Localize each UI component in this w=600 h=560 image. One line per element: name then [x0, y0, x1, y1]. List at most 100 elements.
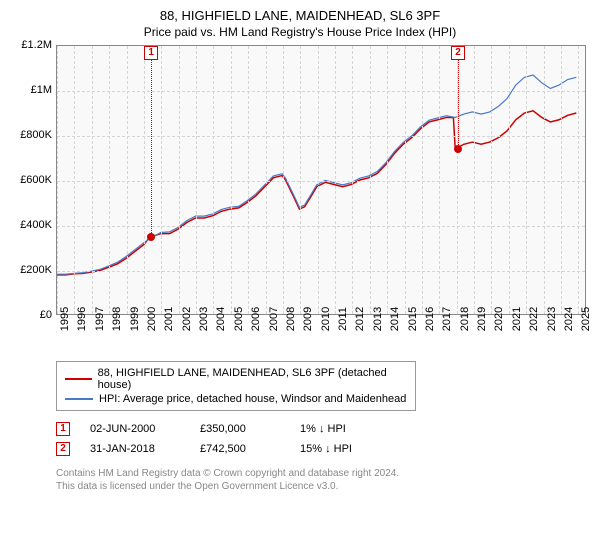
transactions-table: 1 02-JUN-2000 £350,000 1% ↓ HPI 2 31-JAN-2018…: [10, 419, 590, 459]
marker-box: 1: [144, 46, 158, 60]
y-tick-label: £600K: [20, 174, 52, 186]
x-tick-label: 2018: [459, 307, 471, 331]
gridline-v: [561, 46, 562, 314]
x-tick-label: 2025: [580, 307, 592, 331]
legend-swatch: [65, 378, 92, 380]
gridline-v: [92, 46, 93, 314]
gridline-v: [266, 46, 267, 314]
x-tick-label: 2008: [285, 307, 297, 331]
x-tick-label: 2011: [337, 307, 349, 331]
x-tick-label: 2007: [268, 307, 280, 331]
gridline-v: [544, 46, 545, 314]
x-tick-label: 2017: [441, 307, 453, 331]
legend-item: HPI: Average price, detached house, Wind…: [65, 392, 407, 406]
transaction-date: 02-JUN-2000: [90, 423, 180, 435]
transaction-pct: 15% ↓ HPI: [300, 443, 390, 455]
x-tick-label: 2010: [320, 307, 332, 331]
transaction-pct: 1% ↓ HPI: [300, 423, 390, 435]
y-tick-label: £200K: [20, 264, 52, 276]
x-tick-label: 1995: [59, 307, 71, 331]
legend-swatch: [65, 398, 93, 400]
y-tick-label: £400K: [20, 219, 52, 231]
gridline-v: [57, 46, 58, 314]
y-tick-label: £1M: [31, 84, 52, 96]
gridline-v: [318, 46, 319, 314]
gridline-h: [57, 271, 585, 272]
x-tick-label: 1999: [129, 307, 141, 331]
x-tick-label: 2012: [354, 307, 366, 331]
marker-dot: [454, 145, 462, 153]
gridline-v: [300, 46, 301, 314]
x-tick-label: 2014: [389, 307, 401, 331]
gridline-v: [179, 46, 180, 314]
gridline-v: [439, 46, 440, 314]
x-tick-label: 2009: [302, 307, 314, 331]
x-tick-label: 2021: [511, 307, 523, 331]
footnote-line: This data is licensed under the Open Gov…: [56, 480, 590, 493]
x-tick-label: 2001: [163, 307, 175, 331]
gridline-v: [509, 46, 510, 314]
marker-line: [151, 60, 152, 237]
x-tick-label: 2019: [476, 307, 488, 331]
x-tick-label: 2005: [233, 307, 245, 331]
transaction-date: 31-JAN-2018: [90, 443, 180, 455]
gridline-v: [405, 46, 406, 314]
marker-line: [458, 60, 459, 149]
x-tick-label: 2016: [424, 307, 436, 331]
x-tick-label: 2003: [198, 307, 210, 331]
gridline-v: [127, 46, 128, 314]
x-tick-label: 2020: [493, 307, 505, 331]
chart-subtitle: Price paid vs. HM Land Registry's House …: [10, 25, 590, 39]
gridline-v: [161, 46, 162, 314]
gridline-v: [335, 46, 336, 314]
x-axis: 1995199619971998199920002001200220032004…: [56, 315, 586, 355]
gridline-v: [283, 46, 284, 314]
gridline-v: [387, 46, 388, 314]
x-tick-label: 2024: [563, 307, 575, 331]
gridline-v: [144, 46, 145, 314]
x-tick-label: 1997: [94, 307, 106, 331]
x-tick-label: 2023: [546, 307, 558, 331]
transaction-price: £742,500: [200, 443, 280, 455]
gridline-v: [526, 46, 527, 314]
x-tick-label: 1998: [111, 307, 123, 331]
legend-item: 88, HIGHFIELD LANE, MAIDENHEAD, SL6 3PF …: [65, 366, 407, 392]
legend-label: 88, HIGHFIELD LANE, MAIDENHEAD, SL6 3PF …: [98, 367, 407, 391]
gridline-h: [57, 136, 585, 137]
chart-title: 88, HIGHFIELD LANE, MAIDENHEAD, SL6 3PF: [10, 8, 590, 23]
gridline-v: [352, 46, 353, 314]
transaction-price: £350,000: [200, 423, 280, 435]
gridline-v: [74, 46, 75, 314]
gridline-v: [578, 46, 579, 314]
legend-label: HPI: Average price, detached house, Wind…: [99, 393, 406, 405]
gridline-v: [422, 46, 423, 314]
gridline-v: [213, 46, 214, 314]
x-tick-label: 1996: [76, 307, 88, 331]
x-tick-label: 2013: [372, 307, 384, 331]
gridline-v: [109, 46, 110, 314]
transaction-marker-box: 1: [56, 422, 70, 436]
x-tick-label: 2004: [215, 307, 227, 331]
chart-area: £0£200K£400K£600K£800K£1M£1.2M 12 199519…: [10, 45, 590, 355]
x-tick-label: 2006: [250, 307, 262, 331]
gridline-h: [57, 226, 585, 227]
gridline-v: [196, 46, 197, 314]
gridline-v: [370, 46, 371, 314]
gridline-v: [231, 46, 232, 314]
plot-area: 12: [56, 45, 586, 315]
y-tick-label: £800K: [20, 129, 52, 141]
marker-dot: [147, 233, 155, 241]
footnote: Contains HM Land Registry data © Crown c…: [56, 467, 590, 493]
footnote-line: Contains HM Land Registry data © Crown c…: [56, 467, 590, 480]
x-tick-label: 2000: [146, 307, 158, 331]
chart-svg: [57, 46, 585, 314]
transaction-row: 1 02-JUN-2000 £350,000 1% ↓ HPI: [56, 419, 590, 439]
y-tick-label: £1.2M: [21, 39, 52, 51]
gridline-v: [491, 46, 492, 314]
y-axis: £0£200K£400K£600K£800K£1M£1.2M: [10, 45, 56, 315]
chart-container: 88, HIGHFIELD LANE, MAIDENHEAD, SL6 3PF …: [0, 0, 600, 501]
gridline-h: [57, 91, 585, 92]
x-tick-label: 2002: [181, 307, 193, 331]
transaction-row: 2 31-JAN-2018 £742,500 15% ↓ HPI: [56, 439, 590, 459]
transaction-marker-box: 2: [56, 442, 70, 456]
